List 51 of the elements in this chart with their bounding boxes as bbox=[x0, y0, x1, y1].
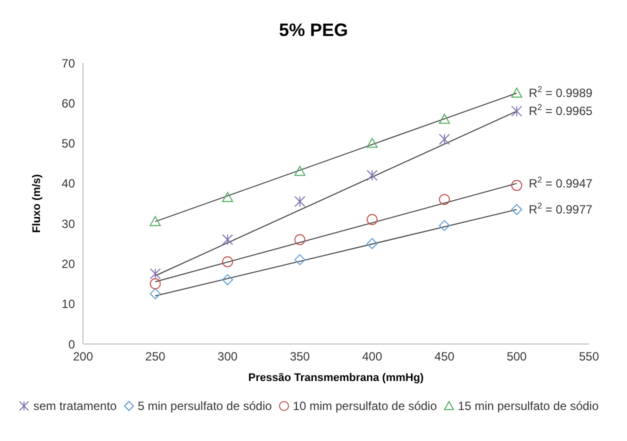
x-tick-label: 350 bbox=[290, 350, 310, 364]
point bbox=[150, 268, 161, 280]
chart-title: 5% PEG bbox=[278, 20, 350, 41]
annotation: R$^{2}$ = 0.9989 bbox=[528, 84, 593, 100]
legend-label: sem tratamento bbox=[32, 399, 117, 413]
point bbox=[294, 234, 306, 246]
point bbox=[511, 88, 522, 98]
annotation: R$^{2}$ = 0.9977 bbox=[528, 200, 593, 217]
point bbox=[366, 214, 378, 226]
y-tick-label: 40 bbox=[62, 176, 76, 191]
y-tick-label: 70 bbox=[62, 56, 76, 70]
point bbox=[438, 220, 450, 232]
point bbox=[294, 196, 306, 207]
point bbox=[438, 114, 450, 124]
point bbox=[294, 166, 306, 176]
x-tick-label: 300 bbox=[218, 350, 238, 364]
legend-label: 10 mim persulfato de sódio bbox=[292, 399, 437, 413]
y-tick-label: 0 bbox=[68, 337, 76, 352]
point bbox=[150, 278, 161, 290]
y-tick-label: 10 bbox=[62, 297, 76, 312]
annotation: R$^{2}$ = 0.9947 bbox=[528, 174, 593, 190]
x-tick-label: 550 bbox=[578, 350, 600, 364]
y-tick-label: 30 bbox=[62, 216, 76, 231]
point bbox=[438, 134, 450, 145]
point bbox=[366, 170, 378, 181]
point bbox=[511, 180, 522, 191]
point bbox=[150, 288, 161, 300]
point bbox=[294, 254, 306, 266]
y-tick-label: 60 bbox=[62, 96, 76, 110]
point bbox=[366, 238, 378, 250]
point bbox=[222, 256, 234, 268]
legend-label: 5 min persulfato de sódio bbox=[136, 399, 272, 413]
x-tick-label: 450 bbox=[434, 350, 455, 364]
x-tick-label: 400 bbox=[362, 350, 382, 364]
point bbox=[150, 216, 161, 226]
point bbox=[438, 194, 450, 205]
point bbox=[366, 138, 378, 148]
point bbox=[222, 274, 234, 286]
x-axis-title: Pressão Transmembrana (mmHg) bbox=[248, 372, 424, 384]
point bbox=[222, 234, 234, 246]
legend-label: 15 min persulfato de sódio bbox=[456, 399, 599, 413]
y-axis-title: Fluxo (m/s) bbox=[30, 174, 43, 233]
annotation: R$^{2}$ = 0.9965 bbox=[528, 102, 593, 118]
x-tick-label: 200 bbox=[72, 350, 94, 364]
point bbox=[511, 106, 522, 117]
x-tick-label: 500 bbox=[506, 350, 528, 364]
y-tick-label: 20 bbox=[62, 256, 76, 271]
y-tick-label: 50 bbox=[62, 136, 76, 151]
point bbox=[511, 204, 522, 216]
point bbox=[222, 192, 234, 202]
x-tick-label: 250 bbox=[145, 350, 166, 364]
